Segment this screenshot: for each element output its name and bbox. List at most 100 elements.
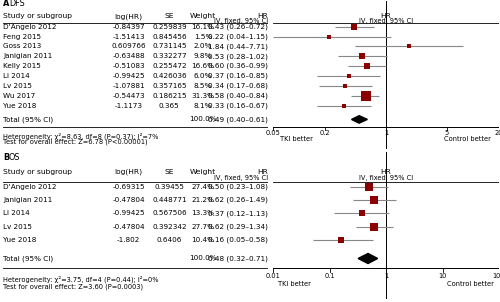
Text: 0.60 (0.36–0.99): 0.60 (0.36–0.99)	[208, 63, 268, 69]
Text: 27.7%: 27.7%	[192, 223, 214, 230]
Text: 0.48 (0.32–0.71): 0.48 (0.32–0.71)	[208, 255, 268, 262]
Text: HR: HR	[380, 169, 392, 175]
Text: 0.1: 0.1	[324, 273, 335, 279]
Text: 0.426036: 0.426036	[152, 73, 186, 79]
Text: IV, fixed, 95% CI: IV, fixed, 95% CI	[359, 175, 413, 181]
Text: log(HR): log(HR)	[114, 169, 142, 175]
Text: Test for overall effect: Z=6.78 (P<0.00001): Test for overall effect: Z=6.78 (P<0.000…	[3, 138, 148, 145]
Text: 0.62 (0.29–1.34): 0.62 (0.29–1.34)	[208, 223, 268, 230]
Text: HR: HR	[257, 169, 268, 175]
Text: Heterogeneity: χ²=3.75, df=4 (P=0.44); I²=0%: Heterogeneity: χ²=3.75, df=4 (P=0.44); I…	[3, 276, 158, 283]
Text: TKI better: TKI better	[278, 281, 310, 288]
Text: 0.62 (0.26–1.49): 0.62 (0.26–1.49)	[208, 197, 268, 203]
Text: 0.259839: 0.259839	[152, 24, 186, 30]
Text: IV, fixed, 95% CI: IV, fixed, 95% CI	[214, 18, 268, 24]
Text: Study or subgroup: Study or subgroup	[3, 169, 72, 175]
Text: 16.6%: 16.6%	[192, 63, 214, 69]
Text: 10.4%: 10.4%	[192, 237, 214, 243]
Text: 1.5%: 1.5%	[194, 34, 212, 40]
Text: 0.255472: 0.255472	[152, 63, 186, 69]
Text: D'Angelo 2012: D'Angelo 2012	[3, 24, 56, 30]
Text: 0.22 (0.04–1.15): 0.22 (0.04–1.15)	[208, 33, 268, 40]
Polygon shape	[358, 253, 378, 264]
Text: Weight: Weight	[190, 13, 216, 19]
Text: -0.54473: -0.54473	[112, 93, 145, 99]
Text: 0.39455: 0.39455	[154, 184, 184, 190]
Text: 0.58 (0.40–0.84): 0.58 (0.40–0.84)	[208, 92, 268, 99]
Text: Lv 2015: Lv 2015	[3, 83, 32, 89]
Text: 0.43 (0.26–0.72): 0.43 (0.26–0.72)	[208, 24, 268, 30]
Text: 1: 1	[384, 130, 388, 136]
Text: 0.392342: 0.392342	[152, 223, 186, 230]
Text: 27.4%: 27.4%	[192, 184, 214, 190]
Text: Goss 2013: Goss 2013	[3, 43, 42, 50]
Text: TKI better: TKI better	[280, 137, 313, 143]
Text: 0.6406: 0.6406	[156, 237, 182, 243]
Text: SE: SE	[164, 169, 174, 175]
Text: 20: 20	[494, 130, 500, 136]
Text: HR: HR	[380, 13, 392, 19]
Text: 8.1%: 8.1%	[194, 103, 212, 109]
Text: 0.53 (0.28–1.02): 0.53 (0.28–1.02)	[208, 53, 268, 59]
Text: -0.63488: -0.63488	[112, 53, 145, 59]
Text: DFS: DFS	[9, 0, 24, 8]
Text: -1.51413: -1.51413	[112, 34, 145, 40]
Text: OS: OS	[9, 153, 20, 162]
Text: 1: 1	[384, 273, 388, 279]
Text: Li 2014: Li 2014	[3, 210, 30, 216]
Text: 0.2: 0.2	[320, 130, 330, 136]
Text: -1.07881: -1.07881	[112, 83, 145, 89]
Text: -0.51083: -0.51083	[112, 63, 145, 69]
Text: Heterogeneity: χ²=8.63, df=8 (P=0.37); I²=7%: Heterogeneity: χ²=8.63, df=8 (P=0.37); I…	[3, 132, 158, 140]
Text: -0.47804: -0.47804	[112, 197, 145, 203]
Polygon shape	[352, 116, 368, 123]
Text: HR: HR	[257, 13, 268, 19]
Text: Wu 2017: Wu 2017	[3, 93, 35, 99]
Text: 0.34 (0.17–0.68): 0.34 (0.17–0.68)	[208, 83, 268, 89]
Text: -0.84397: -0.84397	[112, 24, 145, 30]
Text: 0.50 (0.23–1.08): 0.50 (0.23–1.08)	[208, 184, 268, 190]
Text: Test for overall effect: Z=3.60 (P=0.0003): Test for overall effect: Z=3.60 (P=0.000…	[3, 284, 143, 290]
Text: 100: 100	[492, 273, 500, 279]
Text: log(HR): log(HR)	[114, 13, 142, 20]
Text: 0.49 (0.40–0.61): 0.49 (0.40–0.61)	[208, 116, 268, 123]
Text: -1.1173: -1.1173	[114, 103, 142, 109]
Text: 1.84 (0.44–7.71): 1.84 (0.44–7.71)	[208, 43, 268, 50]
Text: Control better: Control better	[444, 137, 490, 143]
Text: -0.99425: -0.99425	[112, 210, 145, 216]
Text: 0.365: 0.365	[159, 103, 180, 109]
Text: 21.2%: 21.2%	[192, 197, 214, 203]
Text: IV, fixed, 95% CI: IV, fixed, 95% CI	[359, 18, 413, 24]
Text: -1.802: -1.802	[117, 237, 140, 243]
Text: Study or subgroup: Study or subgroup	[3, 13, 72, 19]
Text: 0.567506: 0.567506	[152, 210, 186, 216]
Text: -0.69315: -0.69315	[112, 184, 145, 190]
Text: 0.37 (0.12–1.13): 0.37 (0.12–1.13)	[208, 210, 268, 217]
Text: 2.0%: 2.0%	[194, 43, 212, 50]
Text: 10: 10	[438, 273, 446, 279]
Text: Total (95% CI): Total (95% CI)	[3, 255, 53, 262]
Text: 16.1%: 16.1%	[192, 24, 214, 30]
Text: 0.448771: 0.448771	[152, 197, 186, 203]
Text: 13.3%: 13.3%	[192, 210, 214, 216]
Text: Kelly 2015: Kelly 2015	[3, 63, 41, 69]
Text: 0.332277: 0.332277	[152, 53, 186, 59]
Text: Total (95% CI): Total (95% CI)	[3, 116, 53, 123]
Text: 0.37 (0.16–0.85): 0.37 (0.16–0.85)	[208, 73, 268, 79]
Text: 6.0%: 6.0%	[194, 73, 212, 79]
Text: B: B	[3, 153, 9, 162]
Text: 9.8%: 9.8%	[194, 53, 212, 59]
Text: Yue 2018: Yue 2018	[3, 237, 36, 243]
Text: Yue 2018: Yue 2018	[3, 103, 36, 109]
Text: 0.05: 0.05	[266, 130, 280, 136]
Text: 100.0%: 100.0%	[189, 116, 217, 122]
Text: -0.47804: -0.47804	[112, 223, 145, 230]
Text: 0.845456: 0.845456	[152, 34, 186, 40]
Text: 5: 5	[444, 130, 449, 136]
Text: 0.16 (0.05–0.58): 0.16 (0.05–0.58)	[208, 237, 268, 243]
Text: Li 2014: Li 2014	[3, 73, 30, 79]
Text: SE: SE	[164, 13, 174, 19]
Text: Janigian 2011: Janigian 2011	[3, 197, 52, 203]
Text: A: A	[3, 0, 10, 8]
Text: Feng 2015: Feng 2015	[3, 34, 41, 40]
